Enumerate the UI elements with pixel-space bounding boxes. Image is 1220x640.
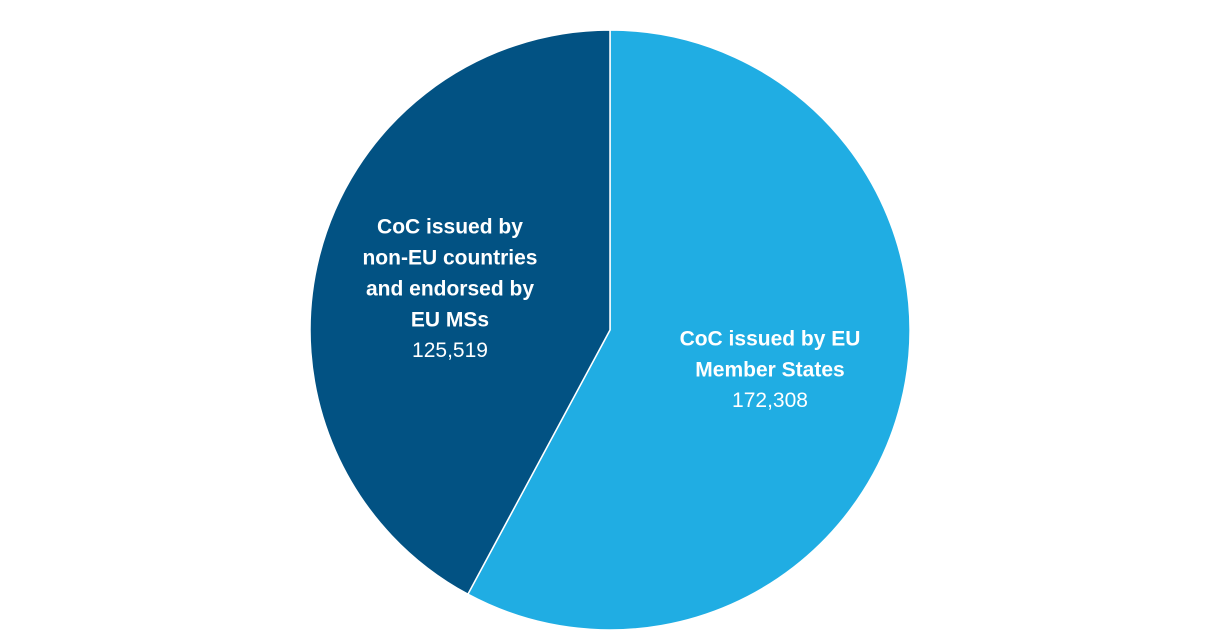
slice-label-line: and endorsed by <box>366 277 534 300</box>
slice-label-line: EU MSs <box>411 308 489 331</box>
slice-label-line: CoC issued by EU <box>680 327 861 350</box>
value-label: 172,308 <box>732 389 808 412</box>
slice-label-line: Member States <box>695 358 844 381</box>
slice-label-line: non-EU countries <box>362 246 537 269</box>
pie-slice <box>309 29 611 596</box>
slice-label-line: CoC issued by <box>377 215 523 238</box>
slice-label: CoC issued by EU Member States <box>680 327 861 381</box>
pie-slice <box>466 29 911 631</box>
value-label: 125,519 <box>412 339 488 362</box>
slice-label: CoC issued by non-EU countries and endorse… <box>362 215 537 331</box>
